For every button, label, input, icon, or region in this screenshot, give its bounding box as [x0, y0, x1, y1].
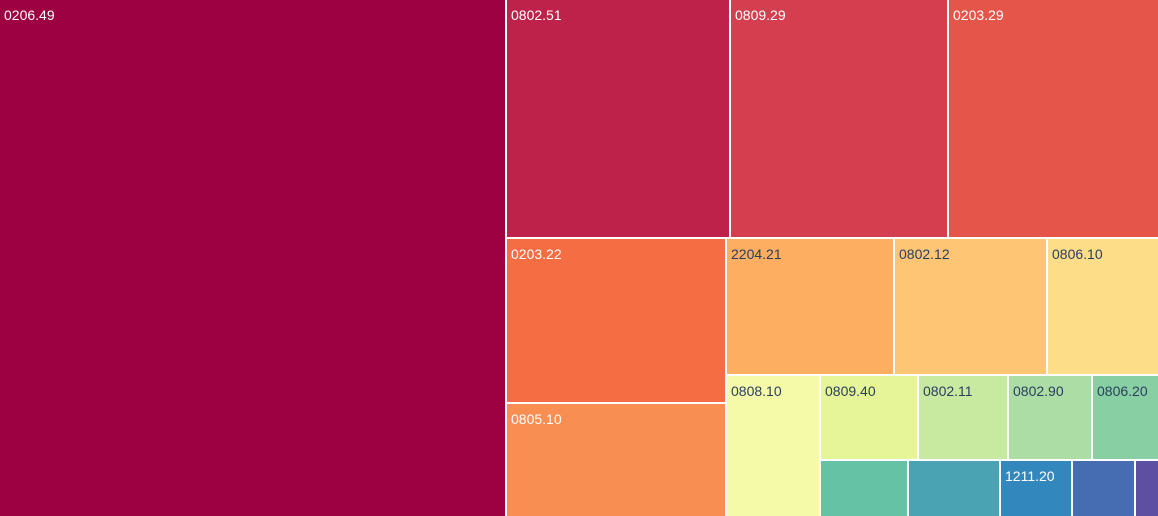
treemap-tile[interactable] [909, 461, 1001, 516]
treemap-tile[interactable]: 1211.20 [1001, 461, 1073, 516]
tile-label: 0808.10 [731, 383, 782, 399]
tile-label: 0802.90 [1013, 383, 1064, 399]
treemap-tile[interactable]: 0806.10 [1048, 239, 1158, 376]
treemap-tile[interactable]: 0203.22 [507, 239, 727, 404]
tile-label: 2204.21 [731, 246, 782, 262]
treemap-tile[interactable]: 0802.90 [1009, 376, 1093, 461]
tile-label: 1211.20 [1005, 468, 1055, 484]
treemap-tile[interactable]: 0802.11 [919, 376, 1009, 461]
treemap-tile[interactable] [1136, 461, 1158, 516]
treemap-tile[interactable]: 0805.10 [507, 404, 727, 516]
tile-label: 0806.20 [1097, 383, 1148, 399]
treemap-tile[interactable]: 0808.10 [727, 376, 821, 516]
treemap-tile[interactable]: 0206.49 [0, 0, 507, 516]
tile-label: 0809.40 [825, 383, 876, 399]
tile-label: 0802.51 [511, 7, 562, 23]
treemap-tile[interactable]: 0802.51 [507, 0, 731, 239]
treemap-tile[interactable]: 2204.21 [727, 239, 895, 376]
tile-label: 0203.29 [953, 7, 1004, 23]
tile-label: 0203.22 [511, 246, 562, 262]
treemap-tile[interactable] [821, 461, 909, 516]
treemap-tile[interactable]: 0806.20 [1093, 376, 1158, 461]
treemap-tile[interactable]: 0809.29 [731, 0, 949, 239]
tile-label: 0802.11 [923, 383, 973, 399]
tile-label: 0802.12 [899, 246, 950, 262]
tile-label: 0809.29 [735, 7, 786, 23]
treemap-tile[interactable]: 0203.29 [949, 0, 1158, 239]
tile-label: 0206.49 [4, 7, 55, 23]
treemap-tile[interactable]: 0802.12 [895, 239, 1048, 376]
treemap-tile[interactable] [1073, 461, 1136, 516]
treemap-tile[interactable]: 0809.40 [821, 376, 919, 461]
tile-label: 0805.10 [511, 411, 562, 427]
tile-label: 0806.10 [1052, 246, 1103, 262]
